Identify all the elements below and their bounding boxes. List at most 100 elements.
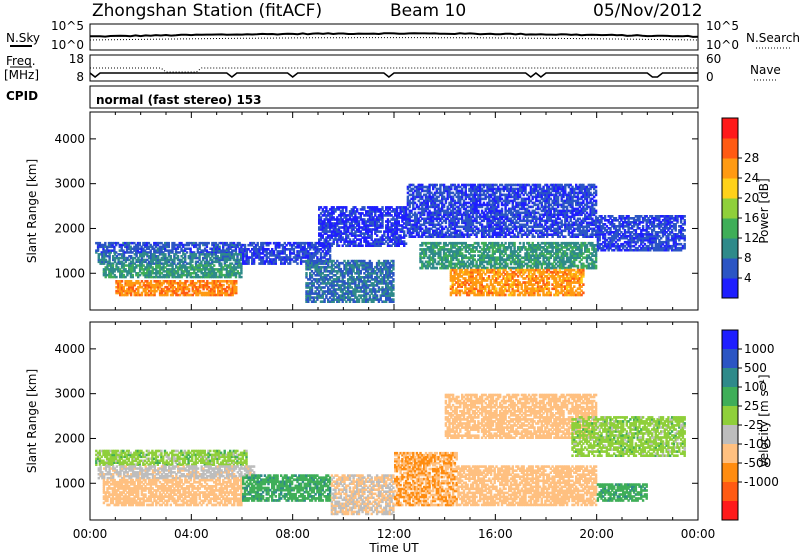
power-cell — [220, 293, 223, 297]
power-cell — [178, 268, 182, 271]
power-cell — [140, 291, 144, 295]
power-cell — [361, 286, 364, 289]
power-cell — [185, 275, 189, 279]
power-cell — [174, 247, 178, 250]
power-cell — [115, 255, 118, 258]
power-cell — [232, 255, 236, 258]
power-cell — [129, 270, 133, 273]
power-cell — [229, 272, 232, 275]
power-cell — [354, 226, 357, 229]
power-cell — [368, 218, 372, 221]
power-cell — [395, 212, 399, 215]
power-cell — [184, 256, 187, 260]
power-cell — [348, 222, 352, 225]
power-cell — [176, 270, 180, 273]
power-cell — [107, 243, 111, 247]
power-cell — [111, 249, 114, 252]
power-cell — [157, 287, 160, 291]
power-cell — [104, 251, 107, 254]
power-cell — [178, 287, 182, 291]
power-cell — [280, 262, 283, 265]
power-cell — [365, 220, 368, 223]
power-cell — [321, 286, 324, 289]
power-cell — [375, 228, 379, 231]
power-cell — [336, 276, 339, 279]
power-cell — [133, 266, 136, 269]
power-cell — [115, 264, 118, 267]
power-cell — [138, 281, 142, 285]
power-cell — [220, 285, 223, 289]
power-cell — [370, 216, 373, 219]
power-cell — [111, 272, 115, 275]
power-cell — [225, 275, 229, 279]
power-cell — [336, 218, 339, 221]
power-cell — [122, 275, 125, 279]
power-cell — [379, 222, 382, 225]
power-cell — [240, 272, 243, 275]
power-cell — [303, 256, 306, 259]
power-cell — [122, 249, 125, 252]
power-cell — [375, 226, 379, 229]
power-cell — [140, 249, 143, 252]
power-cell — [274, 256, 277, 259]
power-cell — [341, 236, 344, 239]
power-cell — [142, 272, 145, 275]
power-cell — [231, 249, 234, 252]
power-cell — [108, 268, 111, 271]
power-cell — [225, 249, 229, 252]
power-cell — [345, 286, 348, 289]
power-cell — [386, 218, 390, 221]
power-cell — [332, 274, 335, 277]
freq-panel: Freq. [MHz] 18 8 60 0 Nave — [4, 52, 781, 84]
power-cell — [155, 256, 158, 260]
power-cell — [298, 256, 301, 259]
power-cell — [247, 248, 250, 251]
power-cell — [348, 286, 352, 289]
power-cell — [303, 248, 306, 251]
power-cell — [130, 255, 133, 258]
power-cell — [206, 281, 209, 285]
power-cell — [128, 285, 131, 289]
power-cell — [314, 270, 317, 273]
power-cell — [271, 262, 274, 265]
power-cell — [153, 241, 156, 245]
power-cell — [328, 259, 332, 263]
power-cell — [359, 280, 362, 283]
power-cell — [153, 268, 156, 271]
power-cell — [213, 243, 216, 247]
power-cell — [101, 260, 104, 264]
power-cell — [223, 241, 227, 245]
power-cell — [330, 300, 334, 303]
power-cell — [204, 293, 207, 297]
power-cell — [323, 212, 326, 215]
power-cell — [135, 291, 138, 295]
power-cell — [157, 255, 160, 258]
power-cell — [354, 265, 357, 269]
power-cell — [195, 273, 198, 277]
power-cell — [325, 214, 328, 217]
power-cell — [229, 270, 232, 273]
power-cell — [348, 267, 352, 271]
power-cell — [350, 230, 353, 233]
power-cell — [251, 262, 254, 265]
power-cell — [113, 249, 116, 252]
power-cell — [319, 212, 323, 215]
power-cell — [307, 267, 310, 271]
power-cell — [185, 251, 189, 254]
power-cell — [187, 270, 191, 273]
power-cell — [142, 270, 145, 273]
power-cell — [334, 218, 337, 221]
power-cell — [193, 241, 196, 245]
power-cell — [136, 251, 140, 254]
power-cell — [271, 252, 274, 255]
power-cell — [149, 287, 153, 291]
power-cell — [211, 260, 214, 264]
power-cell — [397, 222, 400, 225]
power-cell — [235, 281, 238, 285]
power-cell — [222, 291, 225, 295]
power-cell — [171, 289, 174, 293]
power-cell — [309, 262, 312, 265]
power-cell — [330, 282, 334, 285]
power-cell — [334, 230, 337, 233]
power-cell — [115, 241, 118, 245]
